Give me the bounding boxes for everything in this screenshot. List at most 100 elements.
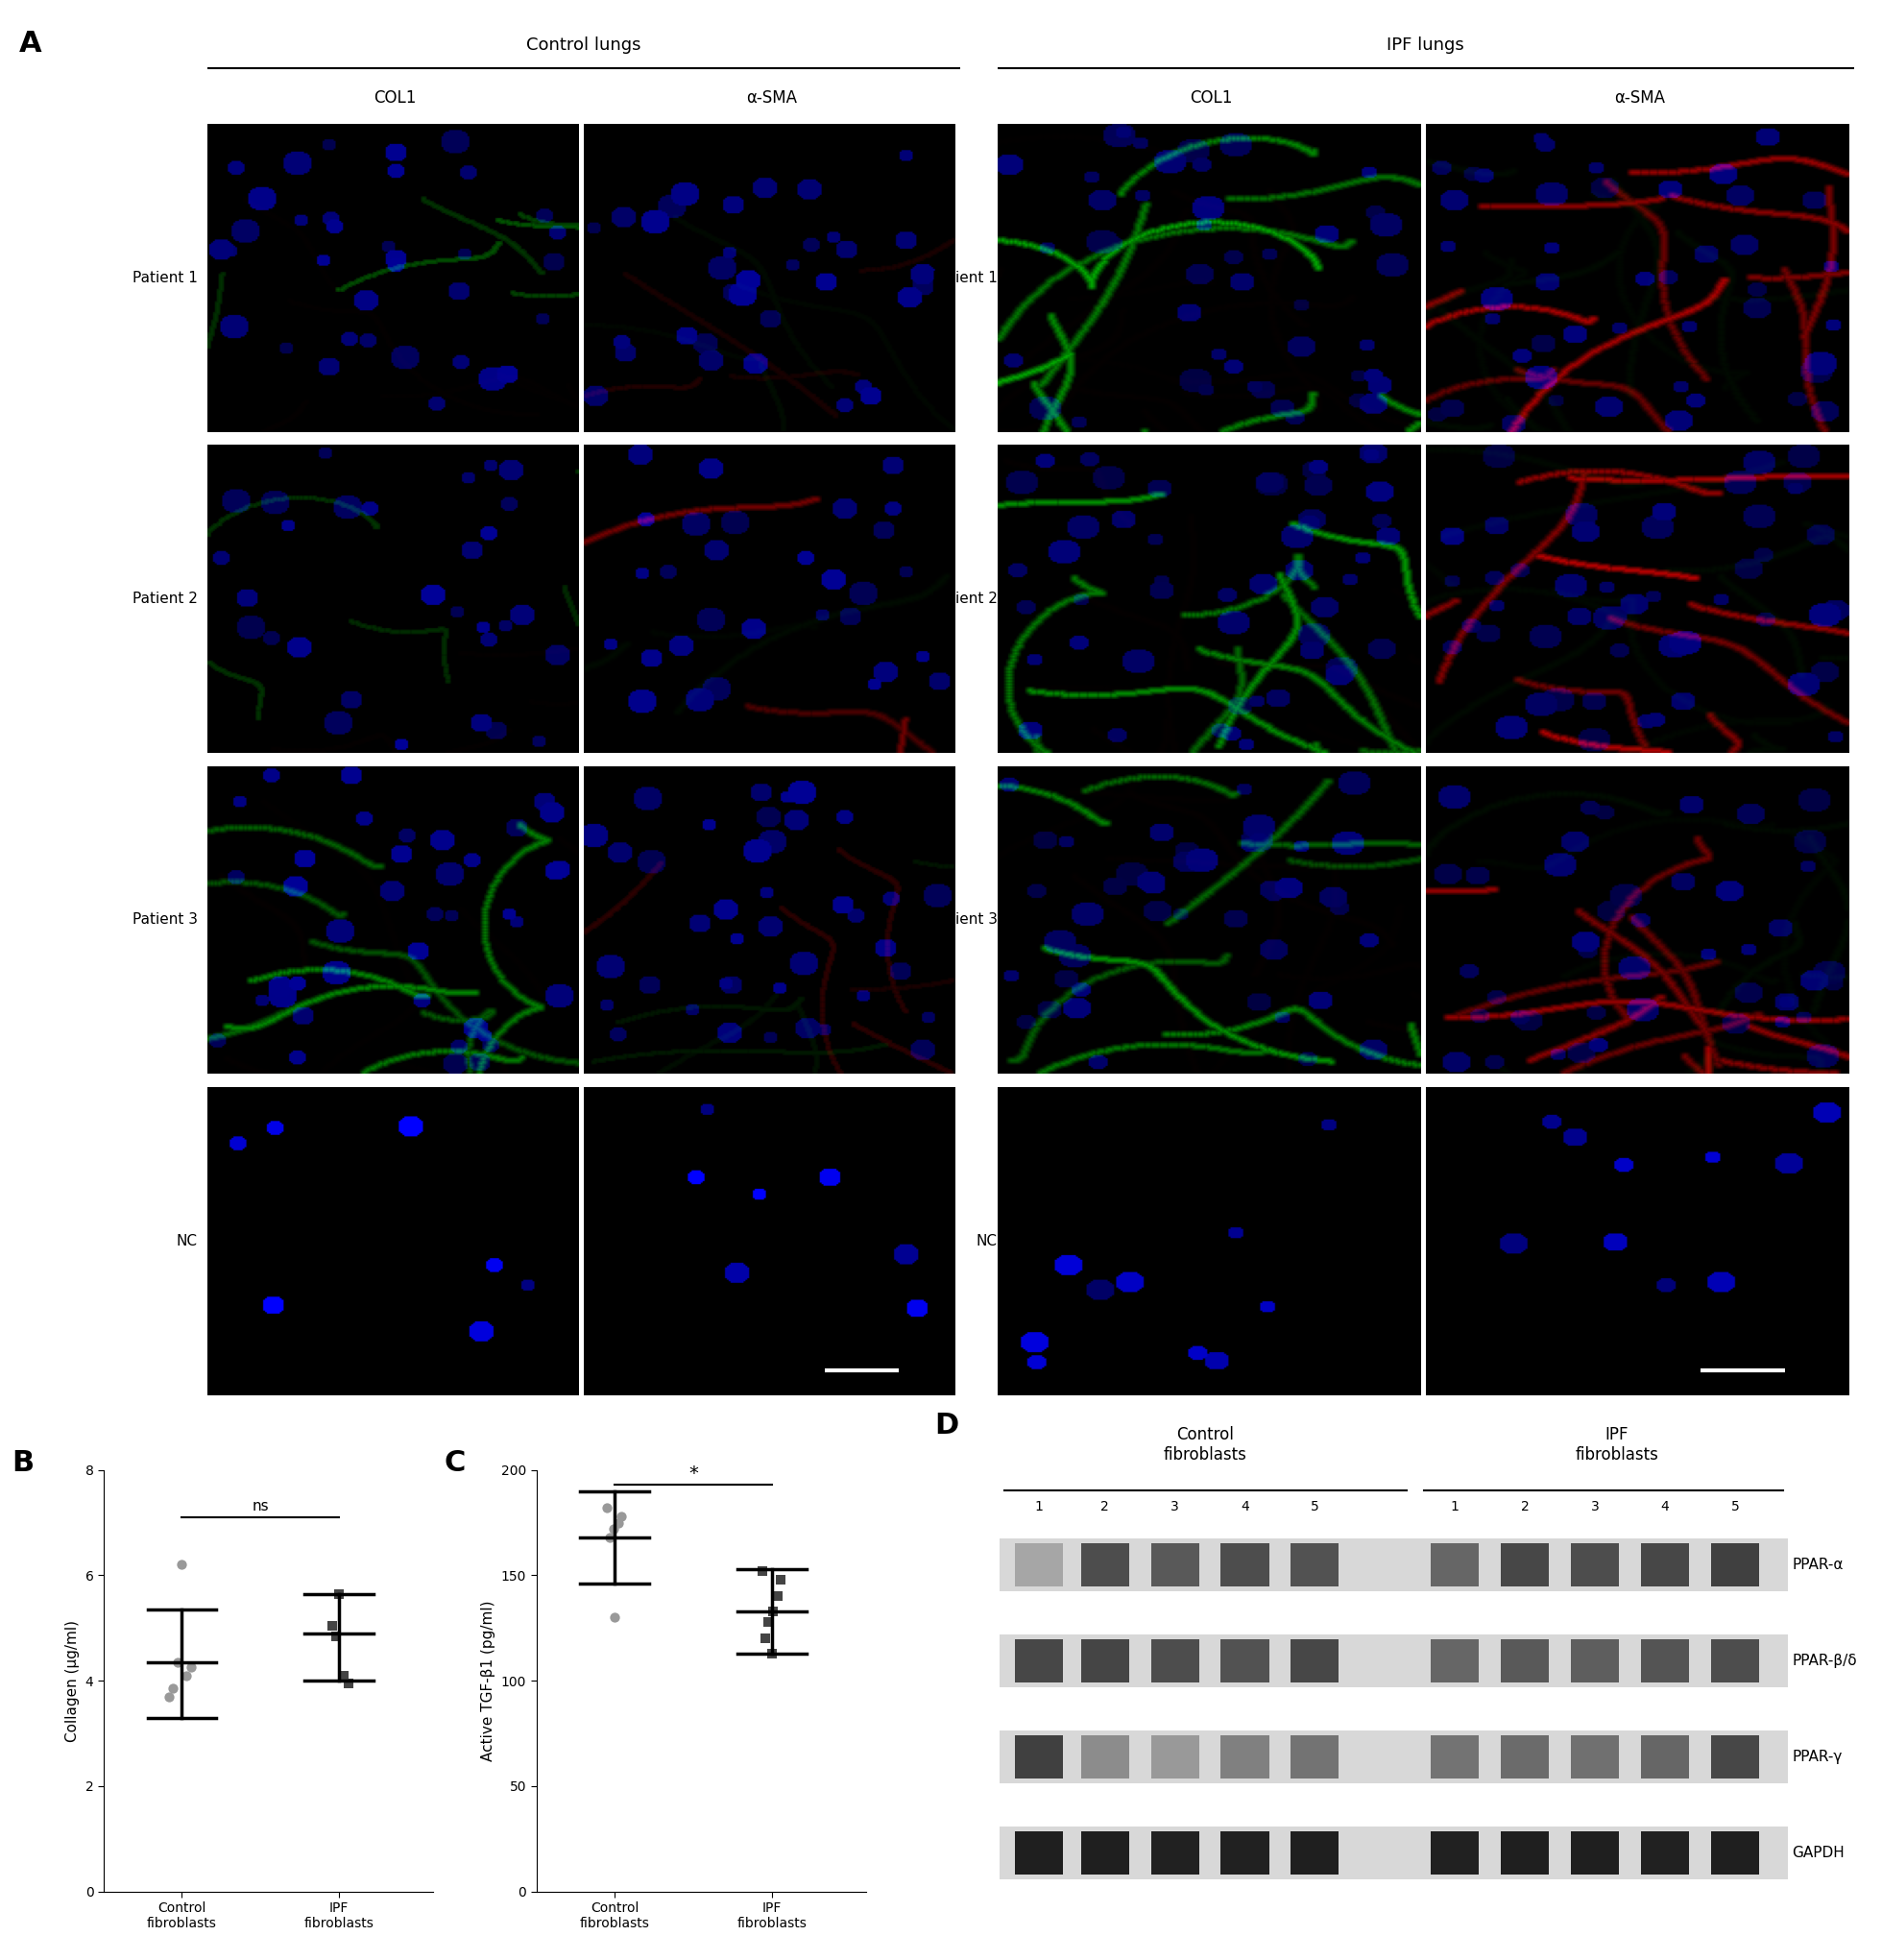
Text: Patient 1: Patient 1: [932, 270, 997, 286]
Point: [162, 1646, 192, 1678]
Bar: [1500, 1641, 1549, 1684]
Text: D: D: [933, 1411, 958, 1439]
Text: ns: ns: [252, 1499, 269, 1513]
Bar: [1711, 1737, 1760, 1780]
Y-axis label: Collagen (μg/ml): Collagen (μg/ml): [66, 1619, 79, 1742]
Bar: [1221, 1544, 1268, 1588]
Text: IPF
fibroblasts: IPF fibroblasts: [1575, 1427, 1658, 1464]
Bar: [1291, 1833, 1338, 1876]
Bar: [1291, 1641, 1338, 1684]
Bar: [1014, 1833, 1063, 1876]
Bar: [1500, 1544, 1549, 1588]
Point: [751, 1623, 781, 1654]
Point: [606, 1501, 636, 1533]
Text: α-SMA: α-SMA: [1615, 90, 1666, 106]
Text: PPAR-α: PPAR-α: [1792, 1558, 1842, 1572]
Bar: [1500, 1737, 1549, 1780]
Bar: [1571, 1737, 1619, 1780]
Y-axis label: Active TGF-β1 (pg/ml): Active TGF-β1 (pg/ml): [482, 1599, 495, 1762]
Text: Patient 1: Patient 1: [132, 270, 198, 286]
Text: NC: NC: [177, 1233, 198, 1249]
Point: [753, 1605, 783, 1637]
Bar: [1641, 1641, 1688, 1684]
Bar: [1500, 1833, 1549, 1876]
Point: [324, 1578, 354, 1609]
Text: Control
fibroblasts: Control fibroblasts: [1163, 1427, 1248, 1464]
Bar: [1221, 1833, 1268, 1876]
Bar: [1291, 1544, 1338, 1588]
Text: 3: 3: [1590, 1501, 1600, 1513]
Bar: [1711, 1641, 1760, 1684]
Bar: [1430, 1641, 1479, 1684]
Text: 3: 3: [1171, 1501, 1180, 1513]
Bar: [1080, 1641, 1129, 1684]
Bar: [1014, 1544, 1063, 1588]
Point: [167, 1548, 198, 1580]
Text: PPAR-γ: PPAR-γ: [1792, 1750, 1842, 1764]
Bar: [1571, 1544, 1619, 1588]
Text: Patient 2: Patient 2: [932, 592, 997, 606]
Bar: [1080, 1544, 1129, 1588]
Text: 5: 5: [1731, 1501, 1739, 1513]
Text: 5: 5: [1310, 1501, 1319, 1513]
Text: 2: 2: [1101, 1501, 1108, 1513]
Text: 4: 4: [1660, 1501, 1669, 1513]
Text: α-SMA: α-SMA: [745, 90, 798, 106]
Text: Patient 3: Patient 3: [132, 913, 198, 927]
Point: [154, 1682, 184, 1713]
Bar: [1150, 1544, 1199, 1588]
Text: B: B: [11, 1448, 34, 1476]
Bar: [1641, 1544, 1688, 1588]
Bar: [1711, 1544, 1760, 1588]
Text: 1: 1: [1451, 1501, 1459, 1513]
Bar: [1080, 1833, 1129, 1876]
Point: [333, 1668, 363, 1699]
Text: 1: 1: [1035, 1501, 1043, 1513]
Bar: [1430, 1833, 1479, 1876]
Point: [758, 1595, 789, 1627]
Text: NC: NC: [977, 1233, 997, 1249]
Point: [158, 1674, 188, 1705]
Text: Patient 3: Patient 3: [932, 913, 997, 927]
Bar: [1291, 1737, 1338, 1780]
Bar: [1221, 1737, 1268, 1780]
Point: [600, 1601, 630, 1633]
Point: [762, 1580, 792, 1611]
Point: [177, 1652, 207, 1684]
Text: GAPDH: GAPDH: [1792, 1846, 1844, 1860]
Point: [171, 1660, 201, 1691]
Text: 2: 2: [1521, 1501, 1530, 1513]
Point: [747, 1556, 777, 1588]
Point: [320, 1621, 350, 1652]
Text: COL1: COL1: [375, 90, 416, 106]
Text: Patient 2: Patient 2: [132, 592, 198, 606]
Point: [602, 1507, 632, 1539]
Bar: [1571, 1641, 1619, 1684]
Bar: [1150, 1737, 1199, 1780]
Point: [327, 1660, 358, 1691]
Bar: [1150, 1641, 1199, 1684]
Text: Control lungs: Control lungs: [527, 37, 640, 55]
Bar: [1430, 1737, 1479, 1780]
Point: [318, 1609, 348, 1641]
Bar: [1571, 1833, 1619, 1876]
Bar: [1711, 1833, 1760, 1876]
Bar: [1014, 1737, 1063, 1780]
Text: 4: 4: [1240, 1501, 1250, 1513]
Bar: [1014, 1641, 1063, 1684]
Text: *: *: [689, 1464, 698, 1482]
Point: [591, 1492, 621, 1523]
Bar: [1221, 1641, 1268, 1684]
Point: [598, 1513, 629, 1544]
Bar: [1641, 1737, 1688, 1780]
Text: IPF lungs: IPF lungs: [1387, 37, 1464, 55]
Point: [757, 1639, 787, 1670]
Text: PPAR-β/δ: PPAR-β/δ: [1792, 1654, 1858, 1668]
Bar: [1150, 1833, 1199, 1876]
Point: [595, 1521, 625, 1552]
Bar: [1080, 1737, 1129, 1780]
Point: [766, 1564, 796, 1595]
Text: A: A: [19, 29, 41, 57]
Bar: [1641, 1833, 1688, 1876]
Text: COL1: COL1: [1189, 90, 1233, 106]
